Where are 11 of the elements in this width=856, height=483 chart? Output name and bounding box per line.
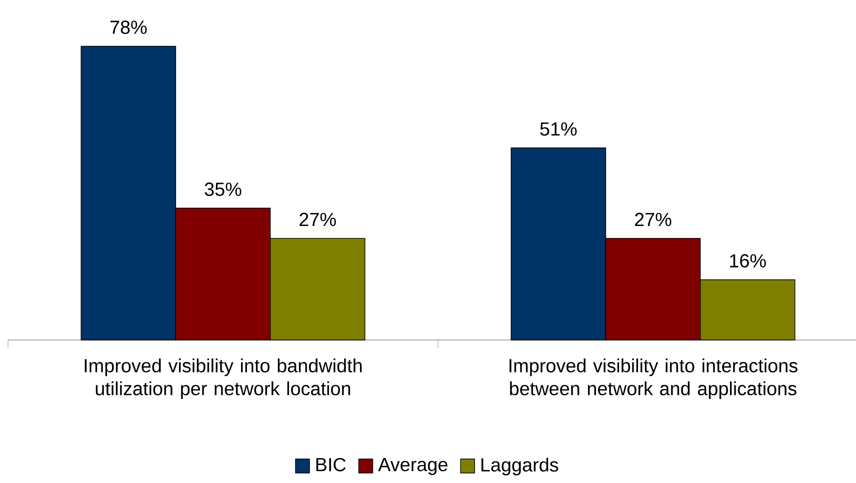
x-tick-label: Improved visibility into interactions between network and applications <box>510 358 798 400</box>
data-label: 35% <box>204 182 242 196</box>
legend-label: BIC <box>316 458 346 472</box>
data-label: 27% <box>635 212 672 226</box>
x-tick-label: Improved visibility into bandwidth utilization per network location <box>84 358 362 400</box>
data-label: 27% <box>300 212 336 226</box>
data-label: 51% <box>540 122 577 136</box>
data-label: 78% <box>110 20 147 34</box>
legend-label: Average <box>378 458 448 475</box>
legend-label: Laggards <box>481 458 558 476</box>
data-label: 16% <box>730 254 766 268</box>
